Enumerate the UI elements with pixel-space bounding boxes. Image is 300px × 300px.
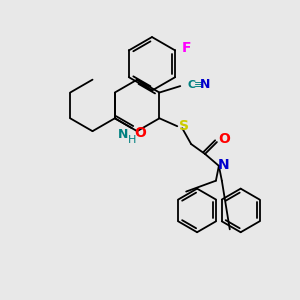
Text: N: N: [200, 78, 210, 91]
Text: S: S: [179, 119, 189, 133]
Text: ≡: ≡: [194, 80, 203, 90]
Text: H: H: [128, 135, 136, 145]
Text: O: O: [134, 126, 146, 140]
Text: C: C: [187, 80, 195, 90]
Text: F: F: [181, 41, 191, 56]
Text: N: N: [218, 158, 230, 172]
Text: O: O: [218, 132, 230, 146]
Text: N: N: [118, 128, 128, 141]
